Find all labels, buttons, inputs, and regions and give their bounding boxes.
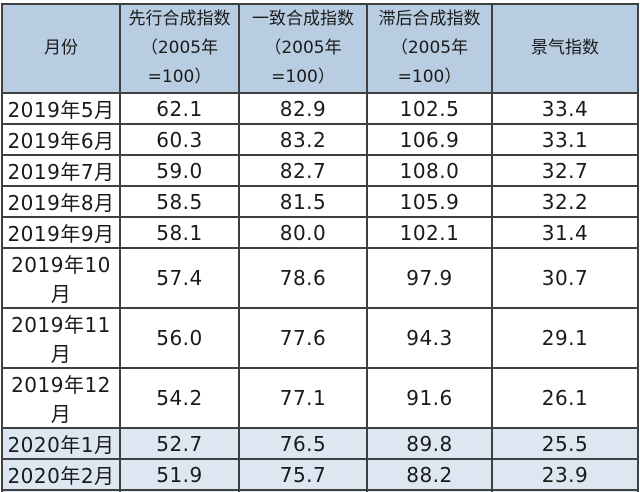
index-table: 月份 先行合成指数 （2005年 =100） 一致合成指数 （2005年 =10…: [1, 3, 639, 492]
month-cell: 2020年3月: [1, 489, 121, 492]
header-row: 月份 先行合成指数 （2005年 =100） 一致合成指数 （2005年 =10…: [1, 3, 639, 94]
month-cell: 2019年9月: [1, 216, 121, 249]
value-cell: 33.4: [491, 92, 639, 125]
month-cell: 2019年11月: [1, 307, 121, 369]
value-cell: 25.5: [491, 427, 639, 460]
value-cell: 59.0: [119, 154, 240, 187]
value-cell: 30.7: [491, 247, 639, 309]
table-row: 2020年3月51.974.986.419.7: [1, 489, 639, 492]
value-cell: 91.6: [366, 367, 493, 429]
value-cell: 51.9: [119, 489, 240, 492]
value-cell: 97.9: [366, 247, 493, 309]
value-cell: 105.9: [366, 185, 493, 218]
value-cell: 77.6: [238, 307, 368, 369]
value-cell: 58.1: [119, 216, 240, 249]
value-cell: 82.7: [238, 154, 368, 187]
value-cell: 86.4: [366, 489, 493, 492]
value-cell: 80.0: [238, 216, 368, 249]
column-header-leading-index: 先行合成指数 （2005年 =100）: [119, 3, 240, 94]
value-cell: 31.4: [491, 216, 639, 249]
column-header-coincident-index: 一致合成指数 （2005年 =100）: [238, 3, 368, 94]
month-cell: 2019年7月: [1, 154, 121, 187]
month-cell: 2019年5月: [1, 92, 121, 125]
value-cell: 83.2: [238, 123, 368, 156]
table-row: 2019年9月 58.1 80.0 102.1 31.4: [1, 216, 639, 249]
value-cell: 106.9: [366, 123, 493, 156]
value-cell: 54.2: [119, 367, 240, 429]
column-header-prosperity-index: 景气指数: [491, 3, 639, 94]
table-row: 2019年12月 54.2 77.1 91.6 26.1: [1, 367, 639, 429]
table-row: 2019年7月 59.0 82.7 108.0 32.7: [1, 154, 639, 187]
value-cell: 51.9: [119, 458, 240, 491]
column-header-lagging-index: 滞后合成指数 （2005年 =100）: [366, 3, 493, 94]
value-cell: 62.1: [119, 92, 240, 125]
value-cell: 78.6: [238, 247, 368, 309]
month-cell: 2019年10月: [1, 247, 121, 309]
value-cell: 58.5: [119, 185, 240, 218]
value-cell: 75.7: [238, 458, 368, 491]
value-cell: 19.7: [491, 489, 639, 492]
table-body: 2019年5月 62.1 82.9 102.5 33.4 2019年6月 60.3 83.2 1…: [1, 92, 639, 492]
value-cell: 33.1: [491, 123, 639, 156]
value-cell: 76.5: [238, 427, 368, 460]
month-cell: 2019年8月: [1, 185, 121, 218]
value-cell: 94.3: [366, 307, 493, 369]
value-cell: 23.9: [491, 458, 639, 491]
value-cell: 52.7: [119, 427, 240, 460]
month-cell: 2019年12月: [1, 367, 121, 429]
value-cell: 57.4: [119, 247, 240, 309]
value-cell: 29.1: [491, 307, 639, 369]
value-cell: 77.1: [238, 367, 368, 429]
value-cell: 88.2: [366, 458, 493, 491]
value-cell: 74.9: [238, 489, 368, 492]
value-cell: 81.5: [238, 185, 368, 218]
value-cell: 56.0: [119, 307, 240, 369]
value-cell: 82.9: [238, 92, 368, 125]
value-cell: 89.8: [366, 427, 493, 460]
value-cell: 26.1: [491, 367, 639, 429]
column-header-month: 月份: [1, 3, 121, 94]
table-row: 2020年1月 52.7 76.5 89.8 25.5: [1, 427, 639, 460]
value-cell: 32.2: [491, 185, 639, 218]
table-row: 2020年2月 51.9 75.7 88.2 23.9: [1, 458, 639, 491]
month-cell: 2020年2月: [1, 458, 121, 491]
value-cell: 108.0: [366, 154, 493, 187]
month-cell: 2019年6月: [1, 123, 121, 156]
value-cell: 102.1: [366, 216, 493, 249]
table-row: 2019年11月 56.0 77.6 94.3 29.1: [1, 307, 639, 369]
value-cell: 32.7: [491, 154, 639, 187]
value-cell: 60.3: [119, 123, 240, 156]
month-cell: 2020年1月: [1, 427, 121, 460]
table-row: 2019年8月 58.5 81.5 105.9 32.2: [1, 185, 639, 218]
table-row: 2019年6月 60.3 83.2 106.9 33.1: [1, 123, 639, 156]
table-row: 2019年5月 62.1 82.9 102.5 33.4: [1, 92, 639, 125]
table-row: 2019年10月 57.4 78.6 97.9 30.7: [1, 247, 639, 309]
value-cell: 102.5: [366, 92, 493, 125]
